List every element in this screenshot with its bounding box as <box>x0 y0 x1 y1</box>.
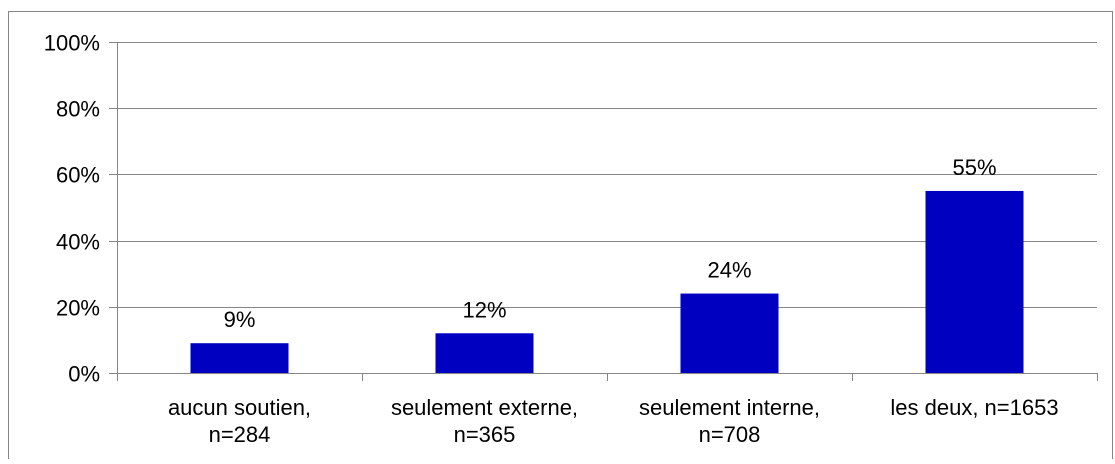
x-tick-label: n=365 <box>454 422 516 447</box>
bars <box>190 190 1024 373</box>
bar-value-label: 55% <box>952 155 996 180</box>
y-tick-label: 40% <box>56 230 100 255</box>
x-tick-label: n=708 <box>699 422 761 447</box>
bar <box>190 343 289 373</box>
x-tick-label: n=284 <box>209 422 271 447</box>
y-tick-label: 80% <box>56 97 100 122</box>
x-tick-label: seulement externe, <box>391 395 578 420</box>
y-tick-label: 0% <box>68 362 100 387</box>
y-tick-label: 60% <box>56 163 100 188</box>
x-axis-category-labels: aucun soutien,n=284 seulement externe,n=3… <box>168 395 1059 447</box>
x-tick-label: aucun soutien, <box>168 395 311 420</box>
bar-value-label: 12% <box>462 297 506 322</box>
y-tick-label: 100% <box>44 31 100 56</box>
bar-value-labels: 9% 12% 24% 55% <box>224 155 997 332</box>
y-tick-label: 20% <box>56 296 100 321</box>
x-tick-label: les deux, n=1653 <box>890 395 1058 420</box>
bar <box>435 333 534 373</box>
bar-value-label: 9% <box>224 307 256 332</box>
x-tick-label: seulement interne, <box>639 395 820 420</box>
x-axis <box>117 373 1098 381</box>
bar-value-label: 24% <box>707 258 751 283</box>
bar <box>925 190 1024 373</box>
y-axis-tick-labels: 0% 20% 40% 60% 80% 100% <box>44 31 100 387</box>
bar <box>680 293 779 373</box>
